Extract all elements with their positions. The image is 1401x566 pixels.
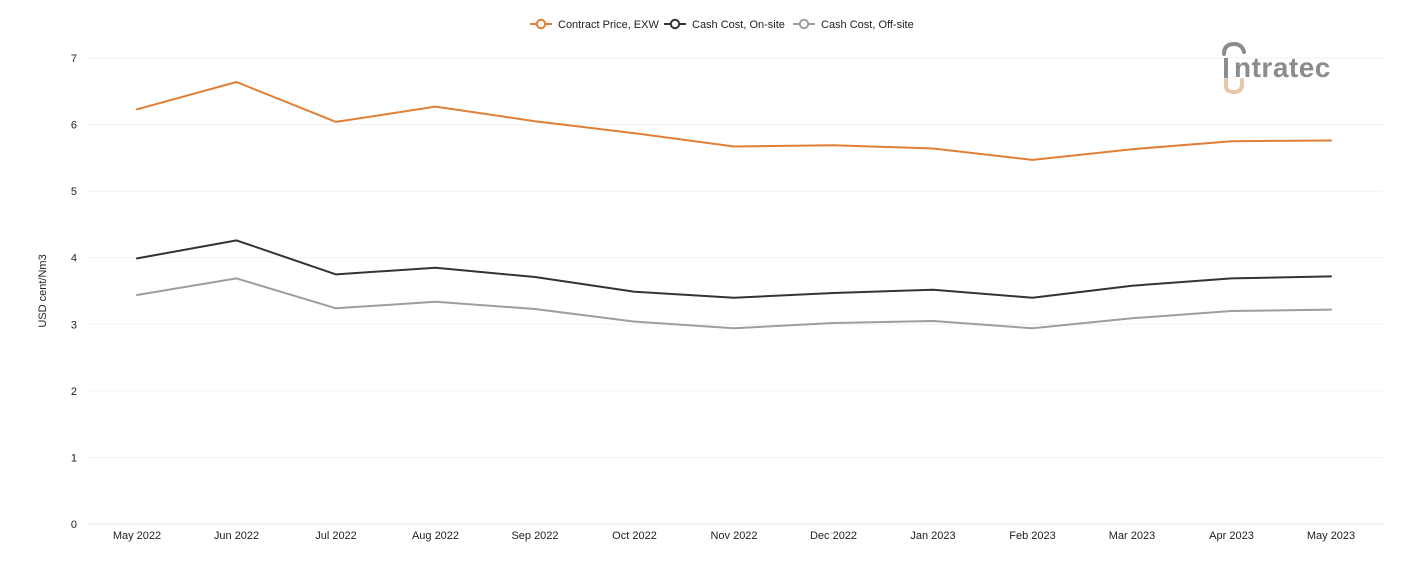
y-tick-label: 4 — [71, 253, 77, 265]
x-tick-label: Apr 2023 — [1209, 530, 1254, 542]
legend-marker-icon — [669, 18, 681, 30]
y-axis-title: USD cent/Nm3 — [37, 254, 49, 327]
x-axis-ticks: May 2022 Jun 2022 Jul 2022 Aug 2022 Sep 2022… — [113, 530, 1355, 542]
legend-item: Cash Cost, Off-site — [793, 18, 914, 31]
series-line-3 — [136, 277, 1332, 330]
legend-label: Cash Cost, Off-site — [821, 19, 914, 31]
y-tick-label: 7 — [71, 53, 77, 65]
x-tick-label: Nov 2022 — [710, 530, 757, 542]
x-tick-label: Dec 2022 — [810, 530, 857, 542]
legend-label: Contract Price, EXW — [558, 19, 659, 31]
y-tick-label: 5 — [71, 186, 77, 198]
legend-marker-icon — [798, 18, 810, 30]
series-line-1 — [136, 81, 1332, 161]
legend-item: Contract Price, EXW — [530, 18, 659, 31]
x-tick-label: Jun 2022 — [214, 530, 259, 542]
x-tick-label: Mar 2023 — [1109, 530, 1155, 542]
y-tick-label: 1 — [71, 452, 77, 464]
logo-arc-icon — [1222, 41, 1246, 56]
intratec-logo: ntratec — [1222, 41, 1331, 95]
logo-wordmark: ntratec — [1234, 52, 1331, 83]
x-tick-label: Aug 2022 — [412, 530, 459, 542]
y-axis-ticks: 0 1 2 3 4 5 6 7 — [71, 53, 77, 531]
x-tick-label: May 2023 — [1307, 530, 1355, 542]
series-lines — [136, 81, 1332, 330]
x-tick-label: Feb 2023 — [1009, 530, 1055, 542]
x-tick-label: Oct 2022 — [612, 530, 657, 542]
x-tick-label: Jan 2023 — [910, 530, 955, 542]
legend-label: Cash Cost, On-site — [692, 19, 785, 31]
x-tick-label: Sep 2022 — [511, 530, 558, 542]
x-tick-label: May 2022 — [113, 530, 161, 542]
y-tick-label: 3 — [71, 319, 77, 331]
y-tick-label: 0 — [71, 519, 77, 531]
y-tick-label: 6 — [71, 120, 77, 132]
x-tick-label: Jul 2022 — [315, 530, 357, 542]
legend-item: Cash Cost, On-site — [664, 18, 785, 31]
logo-stem-icon — [1224, 58, 1228, 78]
gridlines — [88, 57, 1383, 525]
logo-hook-icon — [1224, 78, 1244, 95]
legend-marker-icon — [535, 18, 547, 30]
y-tick-label: 2 — [71, 386, 77, 398]
series-line-2 — [136, 239, 1332, 299]
legend: Contract Price, EXW Cash Cost, On-site Cas… — [530, 18, 914, 31]
